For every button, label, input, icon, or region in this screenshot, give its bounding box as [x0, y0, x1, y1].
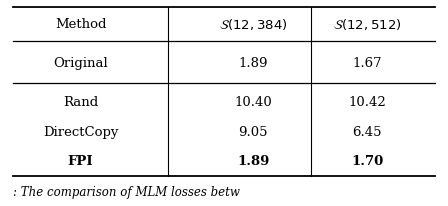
Text: 1.70: 1.70	[351, 154, 383, 168]
Text: 1.89: 1.89	[238, 57, 268, 70]
Text: 10.42: 10.42	[349, 96, 386, 109]
Text: : The comparison of MLM losses betw: : The comparison of MLM losses betw	[13, 186, 240, 199]
Text: $\mathcal{S}(12, 384)$: $\mathcal{S}(12, 384)$	[219, 17, 287, 32]
Text: 1.67: 1.67	[353, 57, 382, 70]
Text: Method: Method	[55, 18, 106, 31]
Text: Rand: Rand	[63, 96, 98, 109]
Text: 6.45: 6.45	[353, 126, 382, 139]
Text: 10.40: 10.40	[234, 96, 272, 109]
Text: Original: Original	[53, 57, 108, 70]
Text: $\mathcal{S}(12, 512)$: $\mathcal{S}(12, 512)$	[333, 17, 401, 32]
Text: 1.89: 1.89	[237, 154, 269, 168]
Text: FPI: FPI	[68, 154, 94, 168]
Text: DirectCopy: DirectCopy	[43, 126, 118, 139]
Text: 9.05: 9.05	[238, 126, 268, 139]
